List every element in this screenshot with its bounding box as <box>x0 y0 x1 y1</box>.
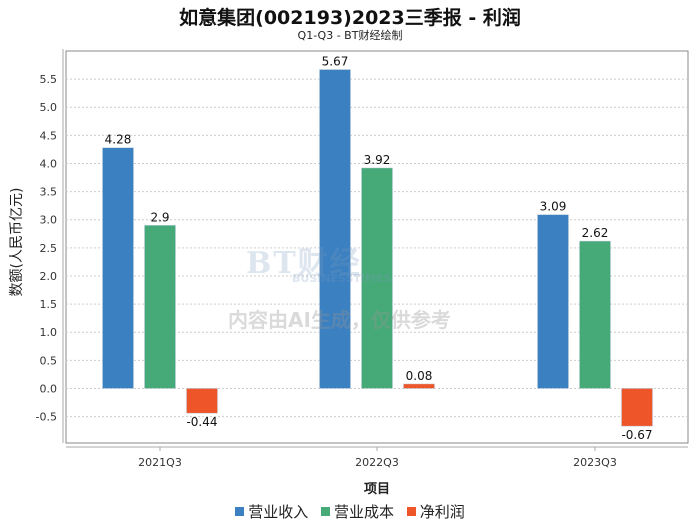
data-label: -0.44 <box>186 415 217 429</box>
chart-subtitle: Q1-Q3 - BT财经绘制 <box>297 29 403 42</box>
legend-item-cost[interactable]: 营业成本 <box>320 503 394 521</box>
y-axis-label: 数额(人民币亿元) <box>9 187 25 297</box>
x-tick-label: 2023Q3 <box>573 456 617 469</box>
y-tick-label: 5.5 <box>40 73 58 86</box>
data-label: 3.09 <box>540 200 567 214</box>
legend: 营业收入 营业成本 净利润 <box>0 501 700 522</box>
x-tick-label: 2021Q3 <box>138 456 182 469</box>
legend-item-revenue[interactable]: 营业收入 <box>235 503 308 521</box>
y-tick-label: 5.0 <box>40 101 58 114</box>
y-tick-label: 1.5 <box>40 298 58 311</box>
legend-label: 营业收入 <box>248 503 309 521</box>
data-label: 4.28 <box>105 133 132 147</box>
legend-swatch <box>320 507 330 516</box>
data-label: 2.9 <box>150 210 169 224</box>
data-label: 2.62 <box>582 226 609 240</box>
bar <box>102 147 134 389</box>
bar <box>621 388 653 427</box>
bar <box>144 225 176 389</box>
y-tick-label: 4.0 <box>40 157 58 170</box>
data-label: 5.67 <box>322 55 349 69</box>
x-tick-label: 2022Q3 <box>355 456 399 469</box>
y-tick-label: 3.5 <box>40 186 58 199</box>
data-label: 3.92 <box>364 153 391 167</box>
chart-title: 如意集团(002193)2023三季报 - 利润 <box>179 7 521 29</box>
y-tick-label: 0.5 <box>40 354 58 367</box>
y-tick-label: 3.0 <box>40 214 58 227</box>
bar <box>579 240 611 389</box>
legend-swatch <box>406 507 416 516</box>
y-tick-label: 1.0 <box>40 326 58 339</box>
bar <box>403 383 435 389</box>
watermark-notice: 内容由AI生成，仅供参考 <box>228 308 451 332</box>
watermark-logo: BT财经 <box>246 246 362 281</box>
legend-swatch <box>235 507 245 516</box>
y-tick-label: 4.5 <box>40 129 58 142</box>
y-tick-label: -0.5 <box>36 411 57 424</box>
bar <box>537 214 569 389</box>
bar <box>186 388 218 414</box>
data-label: 0.08 <box>406 369 433 383</box>
y-tick-label: 0.0 <box>40 382 58 395</box>
data-label: -0.67 <box>621 428 652 442</box>
y-tick-label: 2.0 <box>40 270 58 283</box>
legend-item-net-profit[interactable]: 净利润 <box>406 503 465 521</box>
watermark-logo-sub: BUSINESSTIMES <box>292 272 392 285</box>
y-tick-label: 2.5 <box>40 242 58 255</box>
bar <box>361 167 393 389</box>
legend-label: 营业成本 <box>333 503 394 521</box>
plot-frame <box>65 50 689 444</box>
legend-label: 净利润 <box>419 503 465 521</box>
x-axis-label: 项目 <box>363 482 390 497</box>
bar <box>319 69 351 389</box>
